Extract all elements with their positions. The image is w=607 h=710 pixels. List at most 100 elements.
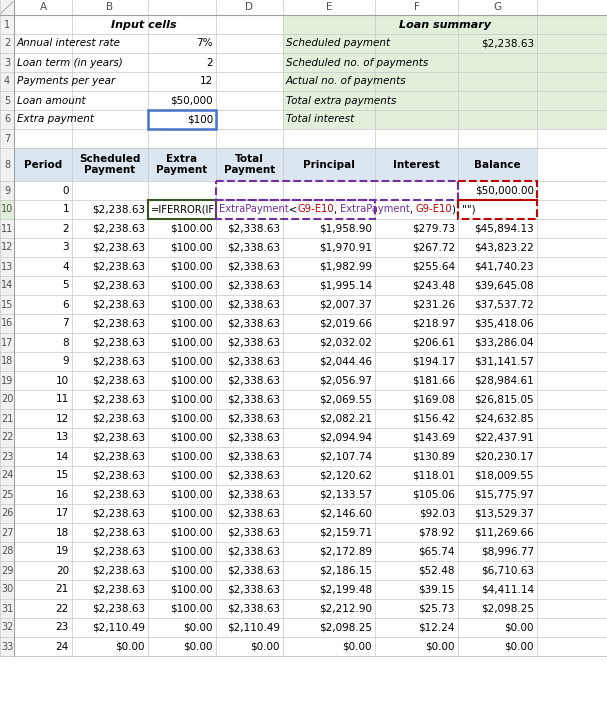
Bar bbox=[14, 257, 607, 276]
Bar bbox=[458, 200, 537, 219]
Text: 33: 33 bbox=[1, 642, 13, 652]
Text: $105.06: $105.06 bbox=[412, 489, 455, 500]
Text: $100.00: $100.00 bbox=[171, 337, 213, 347]
Text: 21: 21 bbox=[56, 584, 69, 594]
Text: G9-E10: G9-E10 bbox=[297, 204, 334, 214]
Bar bbox=[148, 110, 216, 129]
Text: 27: 27 bbox=[1, 528, 13, 537]
Text: $25.73: $25.73 bbox=[418, 604, 455, 613]
Text: $100.00: $100.00 bbox=[171, 489, 213, 500]
Text: $143.69: $143.69 bbox=[412, 432, 455, 442]
Text: ExtraPayment: ExtraPayment bbox=[340, 204, 410, 214]
Text: $2,338.63: $2,338.63 bbox=[227, 395, 280, 405]
Bar bbox=[0, 333, 14, 352]
Text: Scheduled no. of payments: Scheduled no. of payments bbox=[286, 58, 429, 67]
Text: 29: 29 bbox=[1, 565, 13, 576]
Text: 9: 9 bbox=[63, 356, 69, 366]
Text: $22,437.91: $22,437.91 bbox=[474, 432, 534, 442]
Text: $231.26: $231.26 bbox=[412, 300, 455, 310]
Text: $2,238.63: $2,238.63 bbox=[92, 261, 145, 271]
Text: 18: 18 bbox=[1, 356, 13, 366]
Bar bbox=[0, 542, 14, 561]
Bar bbox=[14, 561, 607, 580]
Text: $0.00: $0.00 bbox=[183, 623, 213, 633]
Bar bbox=[0, 0, 14, 15]
Text: Loan amount: Loan amount bbox=[17, 96, 86, 106]
Text: $92.03: $92.03 bbox=[419, 508, 455, 518]
Text: $52.48: $52.48 bbox=[418, 565, 455, 576]
Bar bbox=[148, 0, 216, 15]
Bar bbox=[72, 148, 148, 181]
Text: 15: 15 bbox=[1, 300, 13, 310]
Text: $2,199.48: $2,199.48 bbox=[319, 584, 372, 594]
Text: Interest: Interest bbox=[393, 160, 440, 170]
Text: Loan summary: Loan summary bbox=[399, 19, 491, 30]
Text: $2,238.63: $2,238.63 bbox=[92, 395, 145, 405]
Text: D: D bbox=[245, 3, 254, 13]
Text: $2,338.63: $2,338.63 bbox=[227, 413, 280, 423]
Text: Total extra payments: Total extra payments bbox=[286, 96, 396, 106]
Text: $218.97: $218.97 bbox=[412, 319, 455, 329]
Text: $100.00: $100.00 bbox=[171, 319, 213, 329]
Text: $65.74: $65.74 bbox=[418, 547, 455, 557]
Bar bbox=[0, 129, 14, 148]
Bar bbox=[0, 219, 14, 238]
Bar bbox=[0, 72, 14, 91]
Text: $2,094.94: $2,094.94 bbox=[319, 432, 372, 442]
Text: $2,107.74: $2,107.74 bbox=[319, 452, 372, 462]
Text: $100.00: $100.00 bbox=[171, 243, 213, 253]
Text: 17: 17 bbox=[1, 337, 13, 347]
Bar bbox=[14, 295, 607, 314]
Bar bbox=[0, 599, 14, 618]
Text: 10: 10 bbox=[1, 204, 13, 214]
Text: $0.00: $0.00 bbox=[504, 642, 534, 652]
Bar bbox=[14, 409, 607, 428]
Text: $2,238.63: $2,238.63 bbox=[92, 224, 145, 234]
Text: 20: 20 bbox=[1, 395, 13, 405]
Bar bbox=[216, 200, 375, 219]
Text: $100.00: $100.00 bbox=[171, 280, 213, 290]
Text: 7: 7 bbox=[63, 319, 69, 329]
Text: $100.00: $100.00 bbox=[171, 376, 213, 386]
Text: $2,238.63: $2,238.63 bbox=[92, 280, 145, 290]
Bar bbox=[14, 333, 607, 352]
Text: 12: 12 bbox=[56, 413, 69, 423]
Bar bbox=[216, 148, 283, 181]
Text: Actual no. of payments: Actual no. of payments bbox=[286, 77, 407, 87]
Text: 9: 9 bbox=[4, 185, 10, 195]
Text: $2,338.63: $2,338.63 bbox=[227, 452, 280, 462]
Text: $100.00: $100.00 bbox=[171, 432, 213, 442]
Text: 12: 12 bbox=[200, 77, 213, 87]
Text: $39.15: $39.15 bbox=[418, 584, 455, 594]
Text: 20: 20 bbox=[56, 565, 69, 576]
Text: $0.00: $0.00 bbox=[342, 642, 372, 652]
Text: $2,238.63: $2,238.63 bbox=[92, 337, 145, 347]
Bar bbox=[0, 352, 14, 371]
Bar bbox=[0, 447, 14, 466]
Text: $0.00: $0.00 bbox=[504, 623, 534, 633]
Bar bbox=[283, 91, 607, 110]
Text: E: E bbox=[326, 3, 332, 13]
Text: $2,238.63: $2,238.63 bbox=[92, 204, 145, 214]
Bar bbox=[458, 181, 537, 200]
Text: 8: 8 bbox=[4, 160, 10, 170]
Text: $156.42: $156.42 bbox=[412, 413, 455, 423]
Text: 8: 8 bbox=[63, 337, 69, 347]
Text: 5: 5 bbox=[4, 96, 10, 106]
Bar bbox=[14, 580, 607, 599]
Bar bbox=[0, 148, 14, 181]
Text: 23: 23 bbox=[56, 623, 69, 633]
Text: 11: 11 bbox=[56, 395, 69, 405]
Text: =IFERROR(IF(: =IFERROR(IF( bbox=[151, 204, 219, 214]
Text: $267.72: $267.72 bbox=[412, 243, 455, 253]
Text: 13: 13 bbox=[1, 261, 13, 271]
Bar bbox=[0, 238, 14, 257]
Bar bbox=[0, 276, 14, 295]
Text: $11,269.66: $11,269.66 bbox=[474, 528, 534, 537]
Text: 5: 5 bbox=[63, 280, 69, 290]
Bar bbox=[14, 390, 607, 409]
Text: $2,110.49: $2,110.49 bbox=[92, 623, 145, 633]
Text: 19: 19 bbox=[56, 547, 69, 557]
Text: $2,098.25: $2,098.25 bbox=[481, 604, 534, 613]
Bar bbox=[283, 53, 607, 72]
